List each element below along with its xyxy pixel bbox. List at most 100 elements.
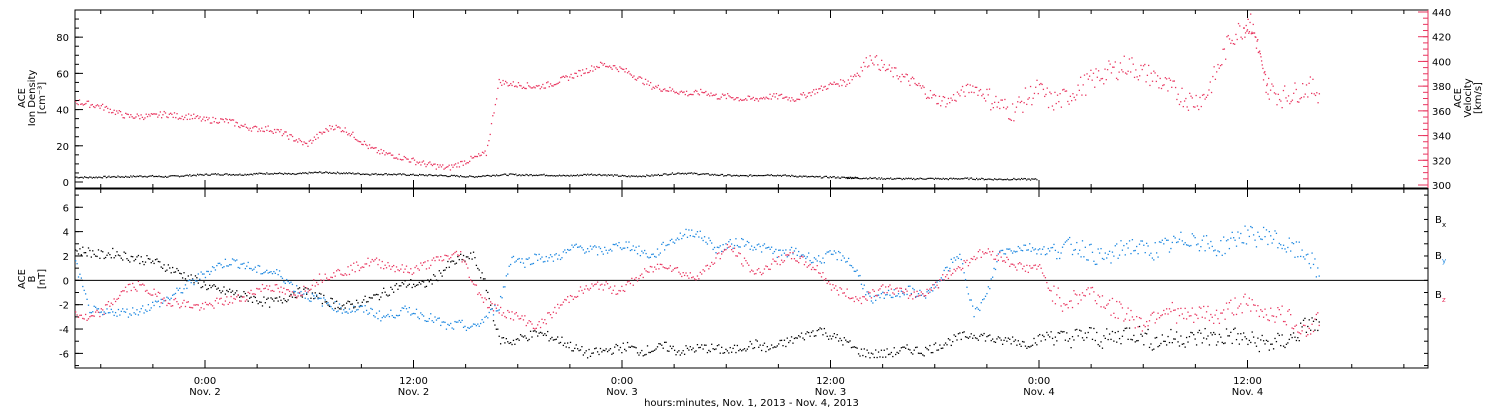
by-point xyxy=(200,271,202,273)
density-point xyxy=(424,174,426,177)
density-point xyxy=(720,173,722,176)
bx-point xyxy=(422,281,425,283)
density-point xyxy=(947,179,949,181)
velocity-point xyxy=(832,83,834,86)
velocity-point xyxy=(866,66,869,68)
by-point xyxy=(1237,231,1239,233)
bx-point xyxy=(641,349,643,352)
density-point xyxy=(358,173,360,175)
velocity-point xyxy=(249,127,251,129)
velocity-point xyxy=(764,98,766,100)
bx-point xyxy=(384,291,386,293)
by-point xyxy=(1178,238,1181,240)
density-point xyxy=(936,178,938,180)
bx-point xyxy=(534,330,536,332)
bx-point xyxy=(174,271,177,273)
by-point xyxy=(1073,249,1075,251)
velocity-point xyxy=(851,79,853,81)
bx-point xyxy=(743,348,746,350)
density-point xyxy=(498,175,500,177)
velocity-point xyxy=(747,95,749,97)
velocity-point xyxy=(375,147,377,149)
bx-point xyxy=(782,344,784,347)
density-point xyxy=(624,175,626,177)
bz-point xyxy=(220,297,222,299)
velocity-point xyxy=(658,88,661,90)
bz-point xyxy=(622,289,624,292)
velocity-point xyxy=(996,106,998,108)
bx-point xyxy=(601,351,603,353)
density-point xyxy=(856,176,858,179)
bz-point xyxy=(619,290,622,292)
bz-point xyxy=(681,275,683,278)
velocity-point xyxy=(530,87,532,89)
velocity-point xyxy=(877,64,879,66)
bz-point xyxy=(976,257,978,259)
by-point xyxy=(786,256,788,258)
density-point xyxy=(544,175,546,177)
by-point xyxy=(87,304,90,306)
velocity-point xyxy=(1258,51,1260,53)
density-point xyxy=(786,175,788,177)
density-point xyxy=(144,175,146,177)
bz-point xyxy=(969,261,971,264)
velocity-point xyxy=(512,81,514,83)
bz-point xyxy=(1233,314,1235,316)
bz-point xyxy=(942,274,944,276)
velocity-point xyxy=(1287,95,1290,97)
bx-point xyxy=(805,333,807,335)
density-point xyxy=(925,178,928,180)
by-point xyxy=(243,262,245,265)
velocity-point xyxy=(285,131,287,133)
by-point xyxy=(1318,275,1320,277)
bz-point xyxy=(789,252,791,254)
bx-point xyxy=(390,286,392,289)
by-point xyxy=(1020,249,1022,251)
density-point xyxy=(611,174,613,176)
bx-point xyxy=(430,278,432,281)
velocity-point xyxy=(394,157,396,159)
velocity-point xyxy=(1194,106,1196,108)
velocity-point xyxy=(447,165,449,168)
velocity-point xyxy=(259,130,262,132)
velocity-point xyxy=(1060,106,1063,108)
b-ytick-label: 2 xyxy=(63,252,69,263)
density-point xyxy=(442,175,444,177)
by-point xyxy=(370,307,372,310)
bx-point xyxy=(395,283,398,285)
velocity-point xyxy=(705,90,707,93)
bx-point xyxy=(490,304,492,306)
bz-point xyxy=(1291,327,1293,329)
bz-point xyxy=(229,301,231,304)
by-point xyxy=(229,264,231,266)
bz-point xyxy=(266,285,268,287)
velocity-point xyxy=(492,115,494,117)
by-point xyxy=(421,314,423,316)
velocity-point xyxy=(1095,68,1097,70)
bz-point xyxy=(934,281,937,284)
bz-point xyxy=(1150,314,1152,316)
velocity-point xyxy=(904,76,906,78)
bz-point xyxy=(986,252,988,254)
by-point xyxy=(1136,245,1138,248)
bx-point xyxy=(124,252,127,254)
bx-point xyxy=(726,350,729,352)
bz-point xyxy=(337,268,339,271)
velocity-point xyxy=(1304,93,1306,95)
by-point xyxy=(605,249,607,251)
bz-point xyxy=(996,254,998,257)
bz-point xyxy=(1227,308,1229,310)
velocity-point xyxy=(503,83,505,85)
bz-point xyxy=(267,288,269,291)
velocity-point xyxy=(809,92,811,94)
by-point xyxy=(401,307,403,309)
density-point xyxy=(493,174,495,176)
bx-point xyxy=(1027,345,1029,348)
bx-point xyxy=(1080,330,1082,332)
velocity-point xyxy=(320,131,322,134)
bz-point xyxy=(703,270,706,272)
density-point xyxy=(616,174,618,176)
velocity-point xyxy=(1299,98,1301,100)
density-point xyxy=(995,178,997,180)
bz-point xyxy=(671,270,673,272)
